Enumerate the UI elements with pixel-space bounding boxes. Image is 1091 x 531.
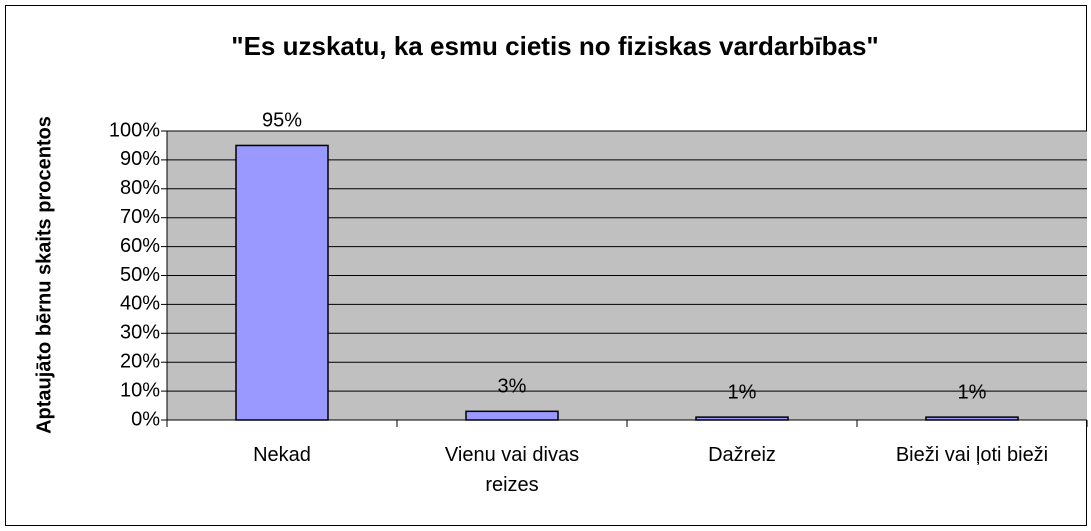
- value-label: 1%: [958, 381, 987, 403]
- x-tick-label: Vienu vai divas reizes: [444, 444, 580, 496]
- y-tick-label: 40%: [120, 293, 160, 315]
- y-tick-label: 100%: [109, 119, 160, 141]
- x-tick-label: Nekad: [253, 444, 311, 466]
- chart-title: "Es uzskatu, ka esmu cietis no fiziskas …: [231, 31, 879, 61]
- y-tick-label: 70%: [120, 206, 160, 228]
- y-tick-label: 30%: [120, 322, 160, 344]
- y-tick-label: 10%: [120, 379, 160, 401]
- bar: [925, 416, 1019, 421]
- value-label: 3%: [498, 376, 527, 398]
- y-tick-label: 50%: [120, 264, 160, 286]
- value-label: 95%: [262, 110, 302, 132]
- x-tick-label: Dažreiz: [708, 444, 776, 466]
- y-tick-label: 0%: [131, 408, 160, 430]
- value-label: 1%: [728, 381, 757, 403]
- y-tick-label: 80%: [120, 177, 160, 199]
- y-tick-label: 20%: [120, 350, 160, 372]
- y-axis-title: Aptaujāto bērnu skaits procentos: [33, 116, 55, 434]
- bar: [235, 144, 329, 421]
- bar: [465, 410, 559, 421]
- bar: [695, 416, 789, 421]
- y-tick-label: 90%: [120, 148, 160, 170]
- y-tick-label: 60%: [120, 235, 160, 257]
- x-tick-label: Bieži vai ļoti bieži: [895, 444, 1049, 466]
